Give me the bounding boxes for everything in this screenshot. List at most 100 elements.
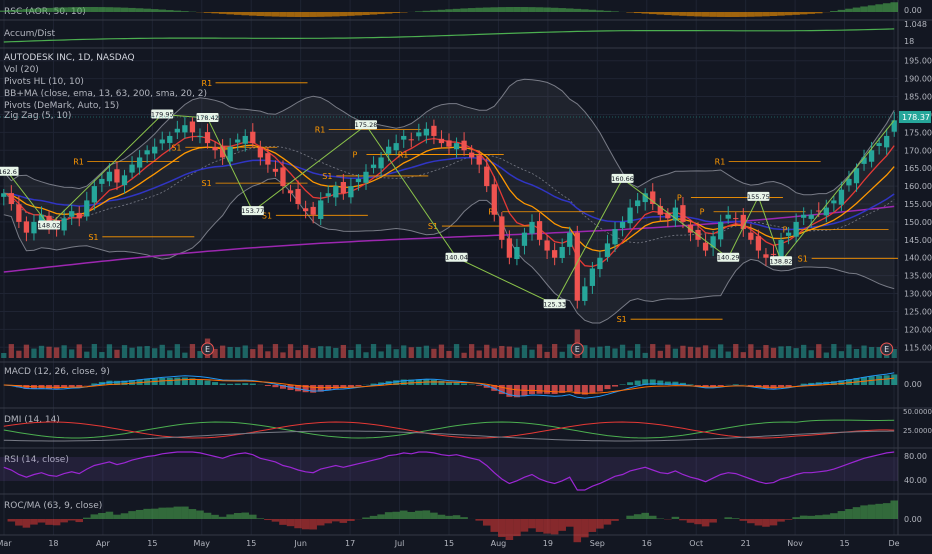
roc-bar xyxy=(324,519,332,523)
pivot-label: R1 xyxy=(315,125,326,134)
earnings-marker-label: E xyxy=(884,345,889,354)
volume-bar xyxy=(824,353,829,358)
candle-body xyxy=(228,147,233,162)
roc-bar xyxy=(777,519,785,522)
rsc-bar xyxy=(830,11,838,12)
roc-bar xyxy=(204,513,212,519)
candle-body xyxy=(243,136,248,144)
rsc-bar xyxy=(445,9,453,12)
price-tick-label: 170.00 xyxy=(904,146,932,155)
volume-bar xyxy=(16,351,21,358)
candle-body xyxy=(733,218,738,219)
time-tick-label: 15 xyxy=(444,539,454,548)
volume-bar xyxy=(726,352,731,358)
roc-bar xyxy=(536,519,544,532)
rsc-bar xyxy=(777,12,785,16)
rsc-bar xyxy=(649,12,657,14)
rsc-bar xyxy=(528,7,536,12)
volume-bar xyxy=(62,345,67,358)
rsc-bar xyxy=(294,12,302,17)
volume-bar xyxy=(499,346,504,358)
macd-histogram-bar xyxy=(891,374,897,385)
volume-bar xyxy=(688,347,693,358)
macd-histogram-bar xyxy=(235,384,241,385)
candle-body xyxy=(311,207,316,215)
rsc-bar xyxy=(860,6,868,12)
volume-bar xyxy=(786,346,791,358)
indicator-vol: Vol (20) xyxy=(4,65,39,75)
time-tick-label: 18 xyxy=(48,539,58,548)
rsc-bar xyxy=(377,12,385,14)
rsi-band xyxy=(0,457,898,481)
rsc-bar xyxy=(574,9,582,12)
rsc-bar xyxy=(128,8,136,12)
rsc-bar xyxy=(800,12,808,14)
time-tick-label: De xyxy=(888,539,899,548)
volume-bar xyxy=(46,347,51,358)
volume-bar xyxy=(454,344,459,358)
candle-body xyxy=(356,179,361,182)
volume-bar xyxy=(265,351,270,358)
rsc-bar xyxy=(883,3,891,12)
volume-bar xyxy=(235,347,240,358)
rsc-bar xyxy=(853,8,861,12)
roc-bar xyxy=(596,519,604,529)
volume-bar xyxy=(145,346,150,358)
volume-bar xyxy=(552,344,557,358)
macd-histogram-bar xyxy=(604,385,610,389)
volume-bar xyxy=(673,349,678,358)
rsc-bar xyxy=(136,8,144,12)
candle-body xyxy=(137,157,142,167)
candle-body xyxy=(16,204,21,222)
roc-bar xyxy=(45,519,53,525)
volume-bar xyxy=(228,347,233,358)
roc-bar xyxy=(845,509,853,519)
roc-bar xyxy=(15,519,23,526)
volume-bar xyxy=(326,346,331,358)
macd-histogram-bar xyxy=(355,385,361,386)
zigzag-label: 160.66 xyxy=(611,175,634,183)
volume-bar xyxy=(386,344,391,358)
roc-bar xyxy=(543,519,551,534)
candle-body xyxy=(439,139,444,143)
pivot-label: R1 xyxy=(715,158,726,167)
candle-body xyxy=(718,222,723,239)
candle-body xyxy=(597,258,602,269)
time-tick-label: Sep xyxy=(590,539,605,548)
rsc-bar xyxy=(521,7,529,12)
candle-body xyxy=(537,221,542,240)
rsc-bar xyxy=(702,12,710,17)
time-tick-label: 16 xyxy=(642,539,652,548)
rsc-bar xyxy=(875,4,883,12)
pivot-label: P xyxy=(677,193,682,202)
volume-bar xyxy=(409,347,414,358)
macd-histogram-bar xyxy=(242,383,248,385)
pivot-label: R1 xyxy=(398,150,409,159)
rsc-bar xyxy=(249,12,257,16)
rsc-bar xyxy=(498,7,506,12)
roc-bar xyxy=(445,516,453,519)
time-tick-label: 15 xyxy=(839,539,849,548)
roc-bar xyxy=(219,517,227,519)
rsc-bar xyxy=(38,8,46,12)
rsc-bar xyxy=(75,7,83,12)
rsc-bar xyxy=(438,10,446,12)
candle-body xyxy=(763,254,768,257)
candle-body xyxy=(160,140,165,144)
roc-bar xyxy=(634,514,642,519)
candle-body xyxy=(371,165,376,168)
candle-body xyxy=(461,141,466,151)
candle-body xyxy=(348,186,353,197)
roc-bar xyxy=(807,516,815,519)
rsc-bar xyxy=(430,10,438,12)
pivot-label: P xyxy=(352,150,357,159)
macd-histogram-bar xyxy=(454,383,460,385)
candle-body xyxy=(809,215,814,219)
volume-bar xyxy=(620,345,625,358)
rsc-bar xyxy=(181,11,189,12)
roc-bar xyxy=(513,519,521,536)
roc-bar xyxy=(890,500,898,519)
rsc-bar xyxy=(732,12,740,17)
rsc-bar xyxy=(219,12,227,14)
